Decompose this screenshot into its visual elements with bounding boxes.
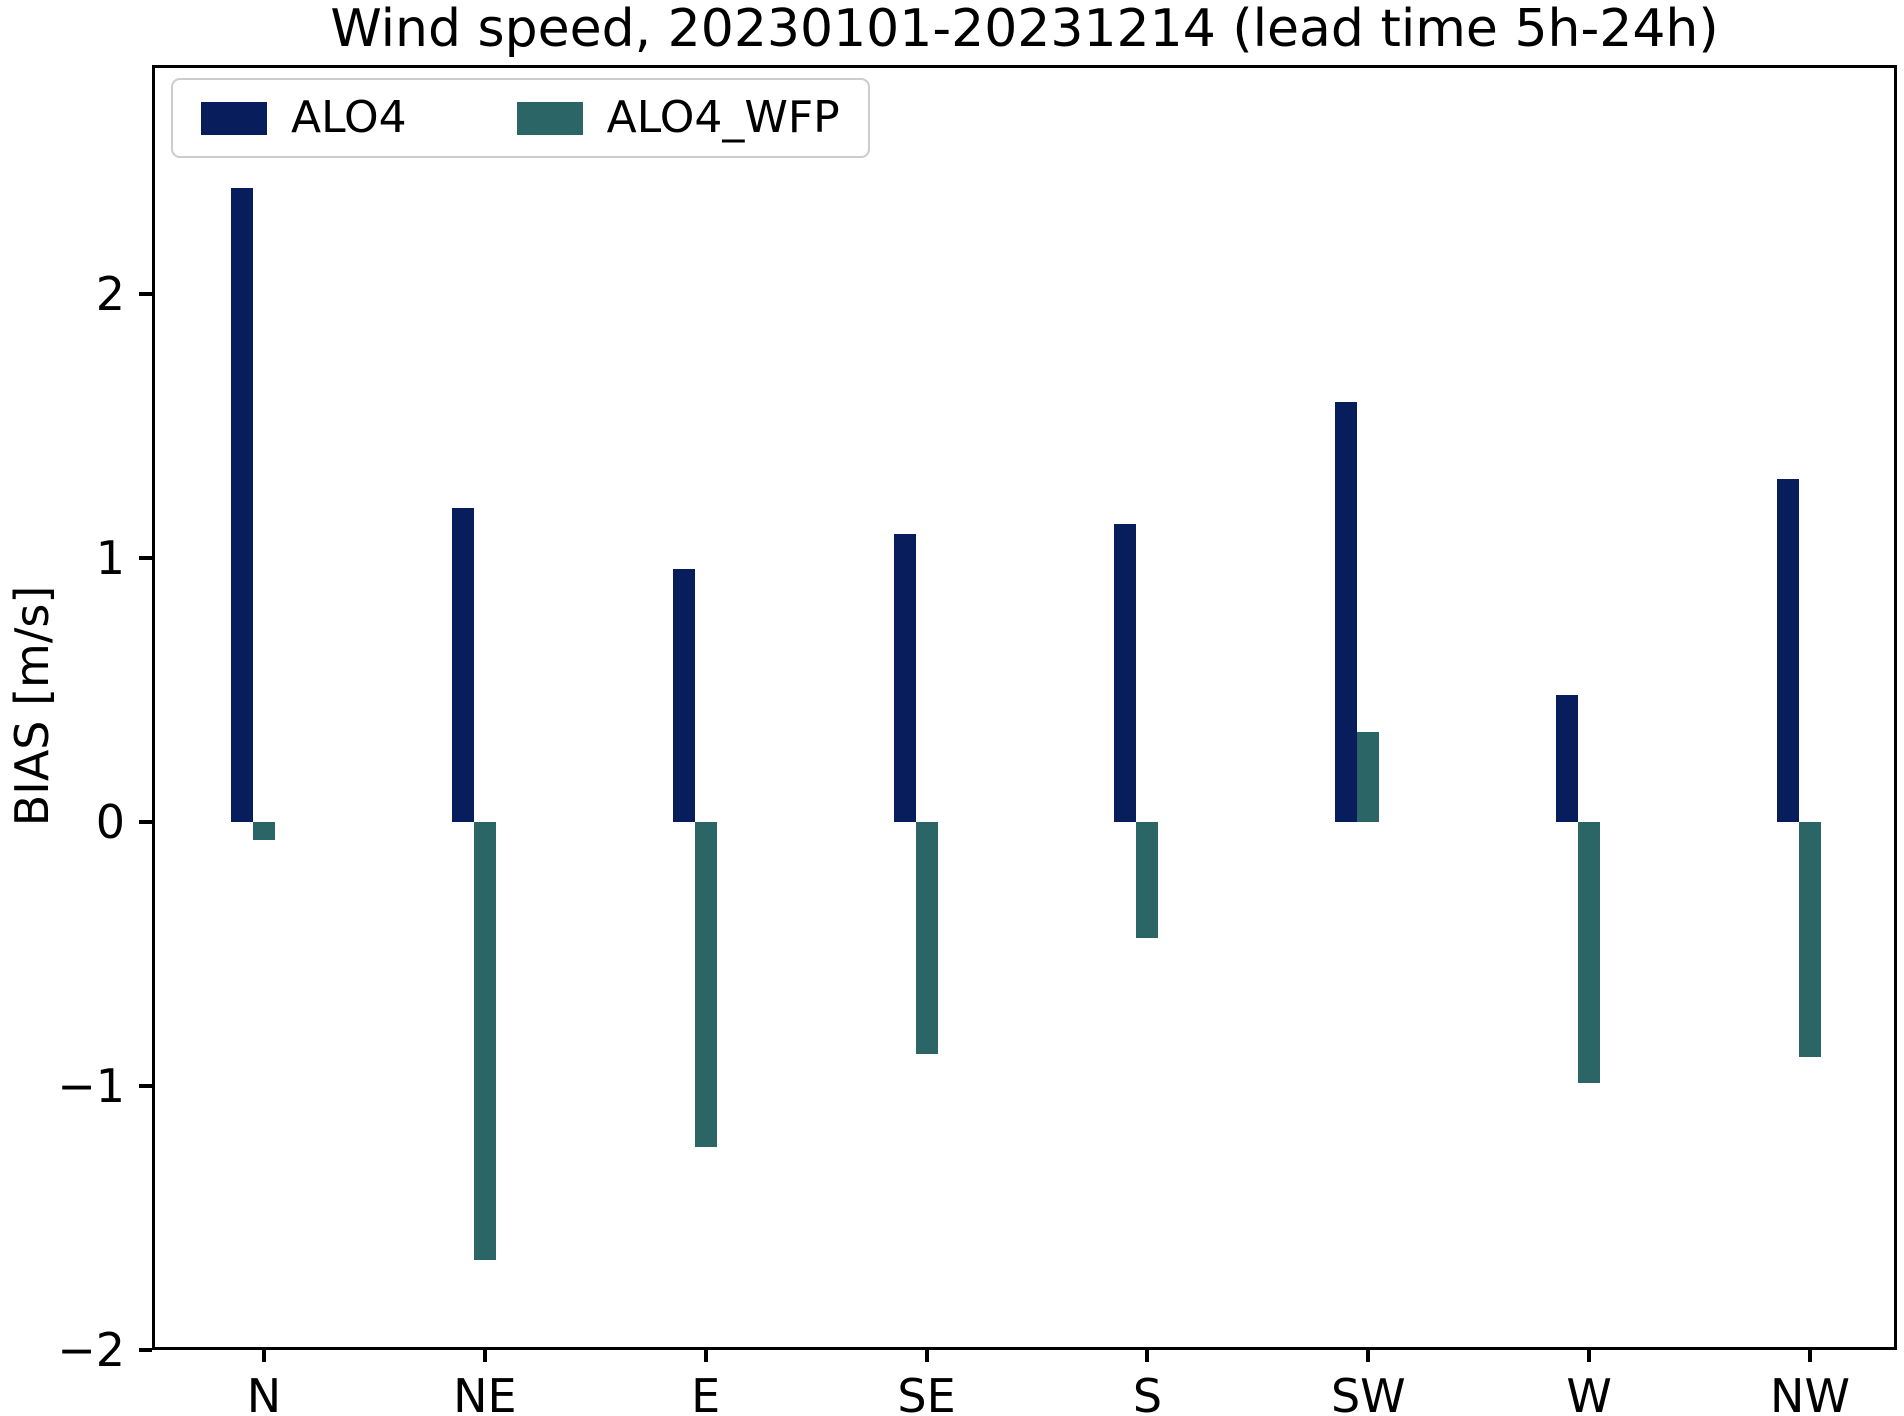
bar-ALO4_WFP-W (1578, 822, 1601, 1084)
y-tick-mark (139, 556, 152, 560)
chart-title: Wind speed, 20230101-20231214 (lead time… (330, 0, 1719, 59)
y-tick-mark (139, 1348, 152, 1352)
x-tick-mark (1587, 1348, 1592, 1362)
y-tick-mark (139, 820, 152, 824)
bar-ALO4-S (1114, 523, 1137, 822)
legend-swatch-ALO4 (201, 101, 267, 135)
legend-label-ALO4_WFP: ALO4_WFP (606, 92, 840, 143)
y-tick-mark (139, 1084, 152, 1088)
bar-ALO4_WFP-NE (473, 822, 496, 1261)
bar-ALO4_WFP-N (253, 822, 275, 841)
legend-entry-ALO4: ALO4 (201, 92, 407, 143)
y-tick-label: −1 (57, 1059, 125, 1113)
x-tick-label-NE: NE (453, 1369, 517, 1416)
x-tick-label-SW: SW (1330, 1369, 1406, 1416)
y-tick-label: 2 (95, 267, 125, 321)
bar-ALO4-E (672, 568, 695, 822)
x-tick-label-W: W (1566, 1369, 1612, 1416)
x-tick-mark (1366, 1348, 1371, 1362)
y-tick-label: 0 (95, 795, 125, 849)
y-tick-mark (139, 292, 152, 296)
legend-label-ALO4: ALO4 (291, 92, 407, 143)
x-tick-mark (924, 1348, 929, 1362)
bar-ALO4_WFP-NW (1798, 822, 1821, 1057)
x-tick-mark (482, 1348, 487, 1362)
bar-ALO4-N (231, 188, 253, 822)
x-tick-mark (1807, 1348, 1812, 1362)
bar-ALO4_WFP-SW (1357, 732, 1380, 822)
legend-entry-ALO4_WFP: ALO4_WFP (516, 92, 840, 143)
x-tick-label-E: E (691, 1369, 721, 1416)
bar-ALO4_WFP-E (694, 822, 717, 1147)
bar-ALO4-SE (893, 534, 916, 822)
bar-ALO4-W (1556, 695, 1579, 822)
bar-ALO4_WFP-SE (915, 822, 938, 1055)
bar-ALO4-NW (1776, 478, 1799, 822)
x-tick-mark (703, 1348, 708, 1362)
x-tick-mark (1145, 1348, 1150, 1362)
y-tick-label: 1 (95, 531, 125, 585)
bar-ALO4_WFP-S (1136, 822, 1159, 939)
x-tick-label-N: N (246, 1369, 282, 1416)
x-tick-label-NW: NW (1770, 1369, 1850, 1416)
plot-area: ALO4 ALO4_WFP 2 1 0 −1 −2 N NE E SE S SW W NW (57, 65, 1897, 1416)
bar-ALO4-NE (451, 507, 474, 822)
y-axis-label: BIAS [m/s] (5, 585, 59, 827)
y-tick-label: −2 (57, 1323, 125, 1377)
x-tick-label-S: S (1132, 1369, 1163, 1416)
x-tick-label-SE: SE (897, 1369, 956, 1416)
x-tick-mark (262, 1348, 266, 1362)
legend-swatch-ALO4_WFP (516, 101, 583, 135)
legend: ALO4 ALO4_WFP (171, 78, 870, 159)
bar-ALO4-SW (1335, 402, 1358, 822)
